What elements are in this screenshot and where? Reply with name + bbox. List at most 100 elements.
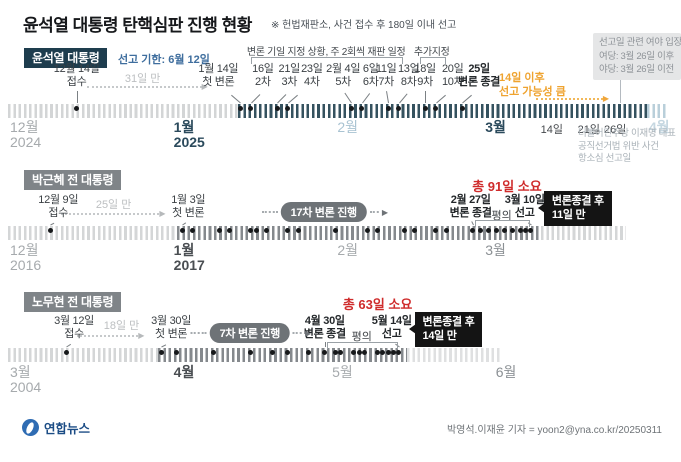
- hearing-dot: [364, 228, 370, 233]
- event-label-line: 4월 30일: [304, 315, 345, 327]
- hearing-dot: [517, 228, 523, 233]
- event-label-line: 변론 종결: [449, 207, 492, 219]
- hearing-dot: [295, 228, 301, 233]
- pill-trail-dots: [293, 332, 303, 334]
- hearing-dot: [264, 228, 270, 233]
- label-connector: [462, 94, 473, 104]
- event-label-line: 7차: [378, 76, 394, 88]
- event-label-line: 접수: [48, 207, 69, 219]
- month-name: 12월: [10, 119, 39, 135]
- logo-mark-icon: [22, 419, 39, 436]
- label-connector: [231, 94, 242, 104]
- hearing-dot: [412, 228, 418, 233]
- event-label-line: 첫 변론: [172, 207, 205, 219]
- deadline-note: 선고 기한: 6월 12일: [118, 54, 210, 66]
- callout-line: 11일 만: [551, 208, 586, 221]
- pill-trail-dots: [369, 211, 379, 213]
- month-name: 2월: [337, 242, 359, 258]
- forecast-line: 14일 이후: [499, 72, 545, 84]
- month-label: 5월: [332, 365, 353, 380]
- event-label: 4월 30일 변론 종결: [304, 315, 346, 341]
- gap-duration-label: 18일 만: [103, 320, 140, 332]
- event-label-line: 25일: [468, 63, 490, 75]
- month-name: 2월: [337, 119, 359, 135]
- info-box-line: 선고일 관련 여야 입장: [599, 37, 681, 48]
- event-label: 25일 변론 종결: [458, 63, 500, 89]
- event-label-line: 5월 14일: [371, 315, 412, 327]
- event-label-line: 18일: [414, 63, 436, 75]
- event-label: 11일 7차: [376, 63, 397, 89]
- hearing-dot: [380, 350, 386, 355]
- month-label: 4월: [649, 120, 670, 135]
- event-label-line: 21일: [278, 63, 301, 75]
- hearing-dot: [356, 350, 362, 355]
- month-name: 14일: [540, 124, 564, 136]
- month-label: 12월 2016: [10, 243, 41, 273]
- axis-day-label: 21일: [578, 123, 600, 138]
- event-label-line: 12월 9일: [38, 194, 79, 206]
- event-dot: [396, 350, 402, 355]
- month-label: 1월 2017: [174, 243, 205, 273]
- event-label-line: 첫 변론: [202, 76, 235, 88]
- tick-strip: [237, 104, 647, 118]
- month-name: 5월: [332, 364, 353, 380]
- hearing-dot: [501, 228, 507, 233]
- hearing-dot: [375, 350, 381, 355]
- timeline-badge: 박근혜 전 대통령: [24, 170, 122, 190]
- total-duration-note: 총 63일 소요: [342, 297, 413, 312]
- title-note: ※ 헌법재판소, 사건 접수 후 180일 이내 선고: [271, 20, 457, 31]
- month-label: 2월: [337, 120, 358, 135]
- info-box-connector-line: [620, 80, 622, 103]
- info-box-line: 여당: 3월 26일 이후: [599, 50, 674, 62]
- hearing-dot: [253, 228, 259, 233]
- side-note-line: 더불어민주당 이재명 대표: [578, 128, 676, 139]
- tick-strip: [406, 348, 502, 362]
- event-label-line: 6일: [362, 63, 379, 75]
- side-note-line: 항소심 선고일: [578, 153, 631, 164]
- event-dot: [285, 106, 291, 111]
- hearing-dot: [338, 350, 344, 355]
- event-dot: [459, 106, 465, 111]
- event-label: 20일 10차: [441, 63, 464, 89]
- hearing-count-pill: 7차 변론 진행 ▶: [190, 323, 311, 343]
- month-name: 3월: [485, 119, 506, 135]
- gap-arrow-head-icon: ▶: [159, 209, 166, 218]
- event-dot: [385, 106, 391, 111]
- schedule-bracket: [419, 57, 446, 64]
- hearing-dot: [385, 350, 391, 355]
- month-label: 3월: [485, 120, 506, 135]
- hearing-dot: [443, 228, 449, 233]
- event-label-line: 12월 14일: [53, 63, 100, 75]
- label-connector: [182, 222, 187, 226]
- month-year: 2024: [10, 134, 42, 150]
- hearing-dot: [478, 228, 484, 233]
- event-label-line: 변론 종결: [458, 76, 501, 88]
- gap-duration-label: 31일 만: [124, 73, 161, 85]
- event-label-line: 첫 변론: [154, 328, 188, 340]
- hearing-count-pill: 17차 변론 진행 ▶: [261, 202, 388, 222]
- event-label-line: 10차: [441, 76, 464, 88]
- event-dot: [274, 106, 280, 111]
- event-dot: [433, 106, 439, 111]
- event-label-line: 13일: [397, 63, 420, 75]
- hearing-dot: [390, 350, 396, 355]
- event-dot: [63, 350, 69, 355]
- event-label-line: 9차: [417, 76, 433, 88]
- event-dot: [158, 350, 164, 355]
- timeline-badge: 윤석열 대통령: [24, 48, 108, 68]
- event-label: 12월 9일 접수: [38, 194, 78, 220]
- month-label: 12월 2024: [10, 120, 41, 150]
- event-label: 1월 14일 첫 변론: [198, 63, 238, 89]
- event-label-line: 8차: [400, 76, 417, 88]
- event-dot: [396, 106, 402, 111]
- deliberation-bracket: [327, 342, 399, 349]
- event-label-line: 23일: [301, 63, 323, 75]
- event-label: 13일 8차: [397, 63, 420, 89]
- axis-day-label: 26일: [604, 123, 626, 138]
- label-connector: [398, 93, 408, 104]
- label-connector: [66, 343, 72, 348]
- gap-duration-label: 25일 만: [95, 199, 132, 211]
- hearing-dot: [493, 228, 499, 233]
- month-label: 2월: [337, 243, 358, 258]
- hearing-dot: [375, 228, 381, 233]
